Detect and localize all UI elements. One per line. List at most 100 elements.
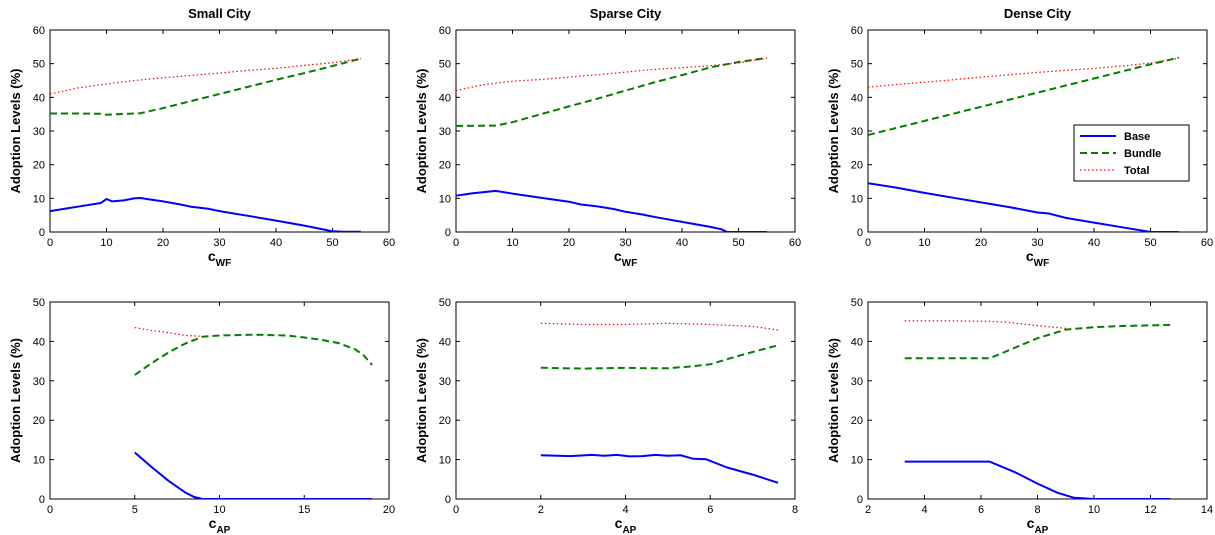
y-tick-label: 30 — [851, 376, 863, 388]
y-tick-label: 30 — [851, 126, 863, 138]
y-tick-label: 10 — [439, 455, 451, 467]
plot-area — [867, 301, 1208, 500]
x-tick-label: 6 — [978, 504, 984, 516]
x-axis-label-main: c — [208, 248, 216, 264]
y-tick-label: 10 — [851, 455, 863, 467]
legend-label-total: Total — [1124, 165, 1149, 177]
y-tick-label: 0 — [39, 494, 45, 506]
x-axis-label: cAP — [615, 515, 637, 535]
series-line-total — [904, 320, 1066, 329]
series-line-base — [904, 460, 1171, 499]
y-tick-label: 40 — [851, 336, 863, 348]
x-axis-label-main: c — [1027, 515, 1035, 531]
x-tick-label: 40 — [676, 237, 688, 249]
x-axis-label: cWF — [614, 248, 637, 269]
y-tick-label: 50 — [439, 297, 451, 309]
y-tick-label: 20 — [33, 160, 45, 172]
y-axis-label: Adoption Levels (%) — [826, 338, 841, 463]
x-tick-label: 0 — [865, 237, 871, 249]
x-axis-label-subscript: AP — [622, 525, 636, 535]
series-line-total — [50, 58, 361, 95]
x-axis-label-subscript: WF — [622, 258, 638, 269]
y-tick-label: 50 — [33, 297, 45, 309]
x-tick-label: 60 — [789, 237, 801, 249]
series-line-base — [456, 189, 767, 232]
x-tick-label: 30 — [213, 237, 225, 249]
x-tick-label: 60 — [383, 237, 395, 249]
y-tick-label: 20 — [33, 415, 45, 427]
chart-panel-4: 0 5 10 15 20 0 10 20 30 40 50 Adoption Levels (%) cA… — [8, 297, 395, 535]
chart-title: Sparse City — [590, 6, 662, 21]
y-tick-label: 20 — [439, 160, 451, 172]
y-tick-label: 40 — [33, 92, 45, 104]
y-tick-label: 30 — [33, 126, 45, 138]
series-line-bundle — [50, 57, 362, 116]
y-tick-label: 50 — [851, 59, 863, 71]
series-line-bundle — [540, 344, 779, 370]
x-tick-label: 40 — [270, 237, 282, 249]
x-tick-label: 0 — [453, 237, 459, 249]
series-line-bundle — [904, 323, 1171, 360]
series-line-base — [134, 451, 373, 499]
y-tick-label: 10 — [33, 193, 45, 205]
y-tick-label: 50 — [439, 59, 451, 71]
series-line-bundle — [456, 56, 767, 127]
x-axis-label-main: c — [614, 248, 622, 264]
x-tick-label: 20 — [563, 237, 575, 249]
chart-panel-2: 0 10 20 30 40 50 60 0 10 20 30 40 50 60 Sparse City Ado… — [414, 6, 801, 269]
plot-area — [49, 29, 390, 233]
x-tick-label: 4 — [622, 504, 628, 516]
y-axis-label: Adoption Levels (%) — [414, 338, 429, 463]
x-axis-label-main: c — [209, 515, 217, 531]
x-tick-label: 30 — [619, 237, 631, 249]
legend-label-bundle: Bundle — [1124, 148, 1161, 160]
x-tick-label: 12 — [1144, 504, 1156, 516]
series-line-base — [868, 182, 1179, 232]
x-axis-label-subscript: WF — [1034, 258, 1050, 269]
x-axis-label-main: c — [615, 515, 623, 531]
y-tick-label: 40 — [851, 92, 863, 104]
plot-area — [455, 301, 796, 500]
x-tick-label: 50 — [326, 237, 338, 249]
x-tick-label: 5 — [132, 504, 138, 516]
y-tick-label: 50 — [33, 59, 45, 71]
x-tick-label: 50 — [732, 237, 744, 249]
y-tick-label: 20 — [851, 415, 863, 427]
y-tick-label: 0 — [857, 227, 863, 239]
chart-panel-6: 2 4 6 8 10 12 14 0 10 20 30 40 50 Adoption Levels (%)… — [826, 297, 1213, 535]
x-tick-label: 2 — [538, 504, 544, 516]
y-tick-label: 0 — [39, 227, 45, 239]
x-tick-label: 20 — [157, 237, 169, 249]
y-tick-label: 40 — [33, 336, 45, 348]
y-tick-label: 60 — [439, 25, 451, 37]
y-tick-label: 40 — [439, 336, 451, 348]
y-axis-label: Adoption Levels (%) — [8, 69, 23, 194]
series-line-bundle — [868, 56, 1180, 136]
x-axis-label-subscript: WF — [216, 258, 232, 269]
y-tick-label: 40 — [439, 92, 451, 104]
x-tick-label: 20 — [975, 237, 987, 249]
y-tick-label: 30 — [439, 376, 451, 388]
x-tick-label: 0 — [453, 504, 459, 516]
x-axis-label-subscript: AP — [216, 525, 230, 535]
chart-panel-3: 0 10 20 30 40 50 60 0 10 20 30 40 50 60 Dense City Adop… — [826, 6, 1213, 269]
x-axis-label: cAP — [1027, 515, 1049, 535]
series-line-total — [456, 57, 767, 92]
x-axis-label: cWF — [1026, 248, 1049, 269]
x-tick-label: 10 — [1088, 504, 1100, 516]
x-tick-label: 10 — [100, 237, 112, 249]
y-tick-label: 20 — [439, 415, 451, 427]
x-tick-label: 10 — [213, 504, 225, 516]
y-tick-label: 50 — [851, 297, 863, 309]
y-tick-label: 30 — [33, 376, 45, 388]
legend: Base Bundle Total — [1073, 124, 1190, 182]
chart-panel-1: 0 10 20 30 40 50 60 0 10 20 30 40 50 60 Small City Adop… — [8, 6, 395, 269]
chart-title: Dense City — [1004, 6, 1072, 21]
x-tick-label: 20 — [383, 504, 395, 516]
x-axis-label: cAP — [209, 515, 231, 535]
series-line-base — [50, 196, 361, 232]
chart-panel-5: 0 2 4 6 8 0 10 20 30 40 50 Adoption Levels (%) cAP — [414, 297, 798, 535]
x-tick-label: 50 — [1144, 237, 1156, 249]
x-tick-label: 60 — [1201, 237, 1213, 249]
